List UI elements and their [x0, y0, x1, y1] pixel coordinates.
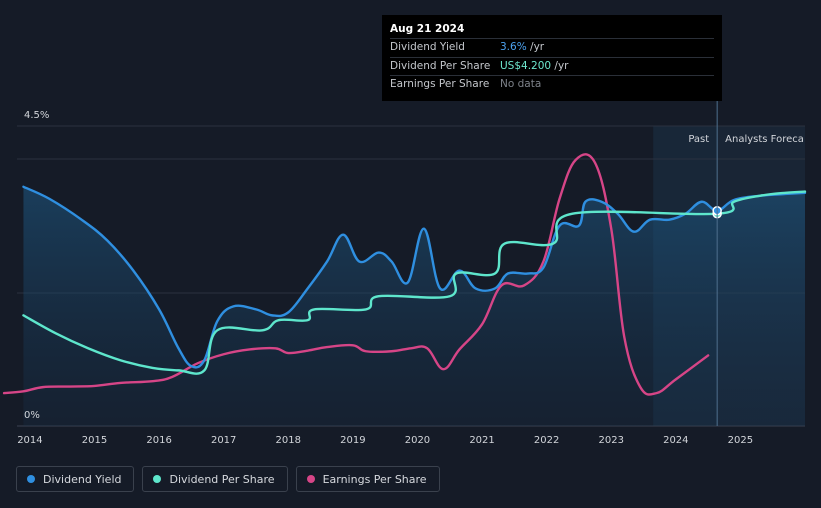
y-tick-label: 4.5%: [24, 110, 49, 121]
legend-dividend-yield[interactable]: Dividend Yield: [16, 466, 135, 492]
x-tick-label: 2015: [82, 435, 107, 446]
dividend-yield-line: [22, 185, 807, 369]
x-tick-label: 2022: [534, 435, 559, 446]
x-tick-label: 2018: [276, 435, 301, 446]
x-tick-label: 2020: [405, 435, 430, 446]
y-axis: 4.5% 0%: [24, 110, 49, 421]
legend-dividend-per-share[interactable]: Dividend Per Share: [142, 466, 288, 492]
x-tick-label: 2017: [211, 435, 236, 446]
x-tick-label: 2019: [340, 435, 365, 446]
tooltip-date: Aug 21 2024: [390, 23, 465, 35]
earnings-per-share-line: [2, 153, 710, 396]
x-tick-label: 2014: [17, 435, 42, 446]
legend: Dividend Yield Dividend Per Share Earnin…: [16, 466, 440, 492]
x-tick-label: 2021: [469, 435, 494, 446]
tooltip-label: Dividend Per Share: [390, 59, 491, 72]
tooltip-row-dividend-yield: Dividend Yield 3.6% /yr: [390, 38, 714, 57]
legend-dot-icon: [153, 475, 162, 483]
x-tick-label: 2016: [146, 435, 171, 446]
tooltip-value: No data: [500, 78, 542, 90]
x-axis: 2014 2015 2016 2017 2018 2019 2020 2021 2022 2023…: [17, 435, 753, 446]
tooltip-value: US$4.200: [500, 59, 552, 72]
x-tick-label: 2024: [663, 435, 688, 446]
tooltip-row-earnings-per-share: Earnings Per Share No data: [390, 75, 714, 94]
y-tick-label: 0%: [24, 410, 40, 421]
legend-label: Earnings Per Share: [322, 472, 427, 486]
tooltip-value: 3.6%: [500, 41, 527, 53]
tooltip-label: Earnings Per Share: [390, 78, 490, 90]
analysts-forecast-label: Analysts Foreca: [725, 134, 804, 145]
past-label: Past: [688, 134, 709, 145]
x-tick-label: 2025: [728, 435, 753, 446]
x-tick-label: 2023: [599, 435, 624, 446]
legend-dot-icon: [306, 475, 315, 483]
dividend-yield-area: [23, 186, 805, 426]
tooltip-row-dividend-per-share: Dividend Per Share US$4.200 /yr: [390, 56, 714, 76]
tooltip-unit: /yr: [526, 41, 545, 53]
legend-dot-icon: [27, 475, 35, 483]
tooltip-label: Dividend Yield: [390, 41, 465, 53]
tooltip: Aug 21 2024 Dividend Yield 3.6% /yr Divi…: [382, 15, 722, 101]
legend-label: Dividend Yield: [43, 472, 122, 486]
tooltip-unit: /yr: [551, 59, 569, 72]
legend-earnings-per-share[interactable]: Earnings Per Share: [295, 466, 440, 492]
legend-label: Dividend Per Share: [169, 472, 275, 486]
